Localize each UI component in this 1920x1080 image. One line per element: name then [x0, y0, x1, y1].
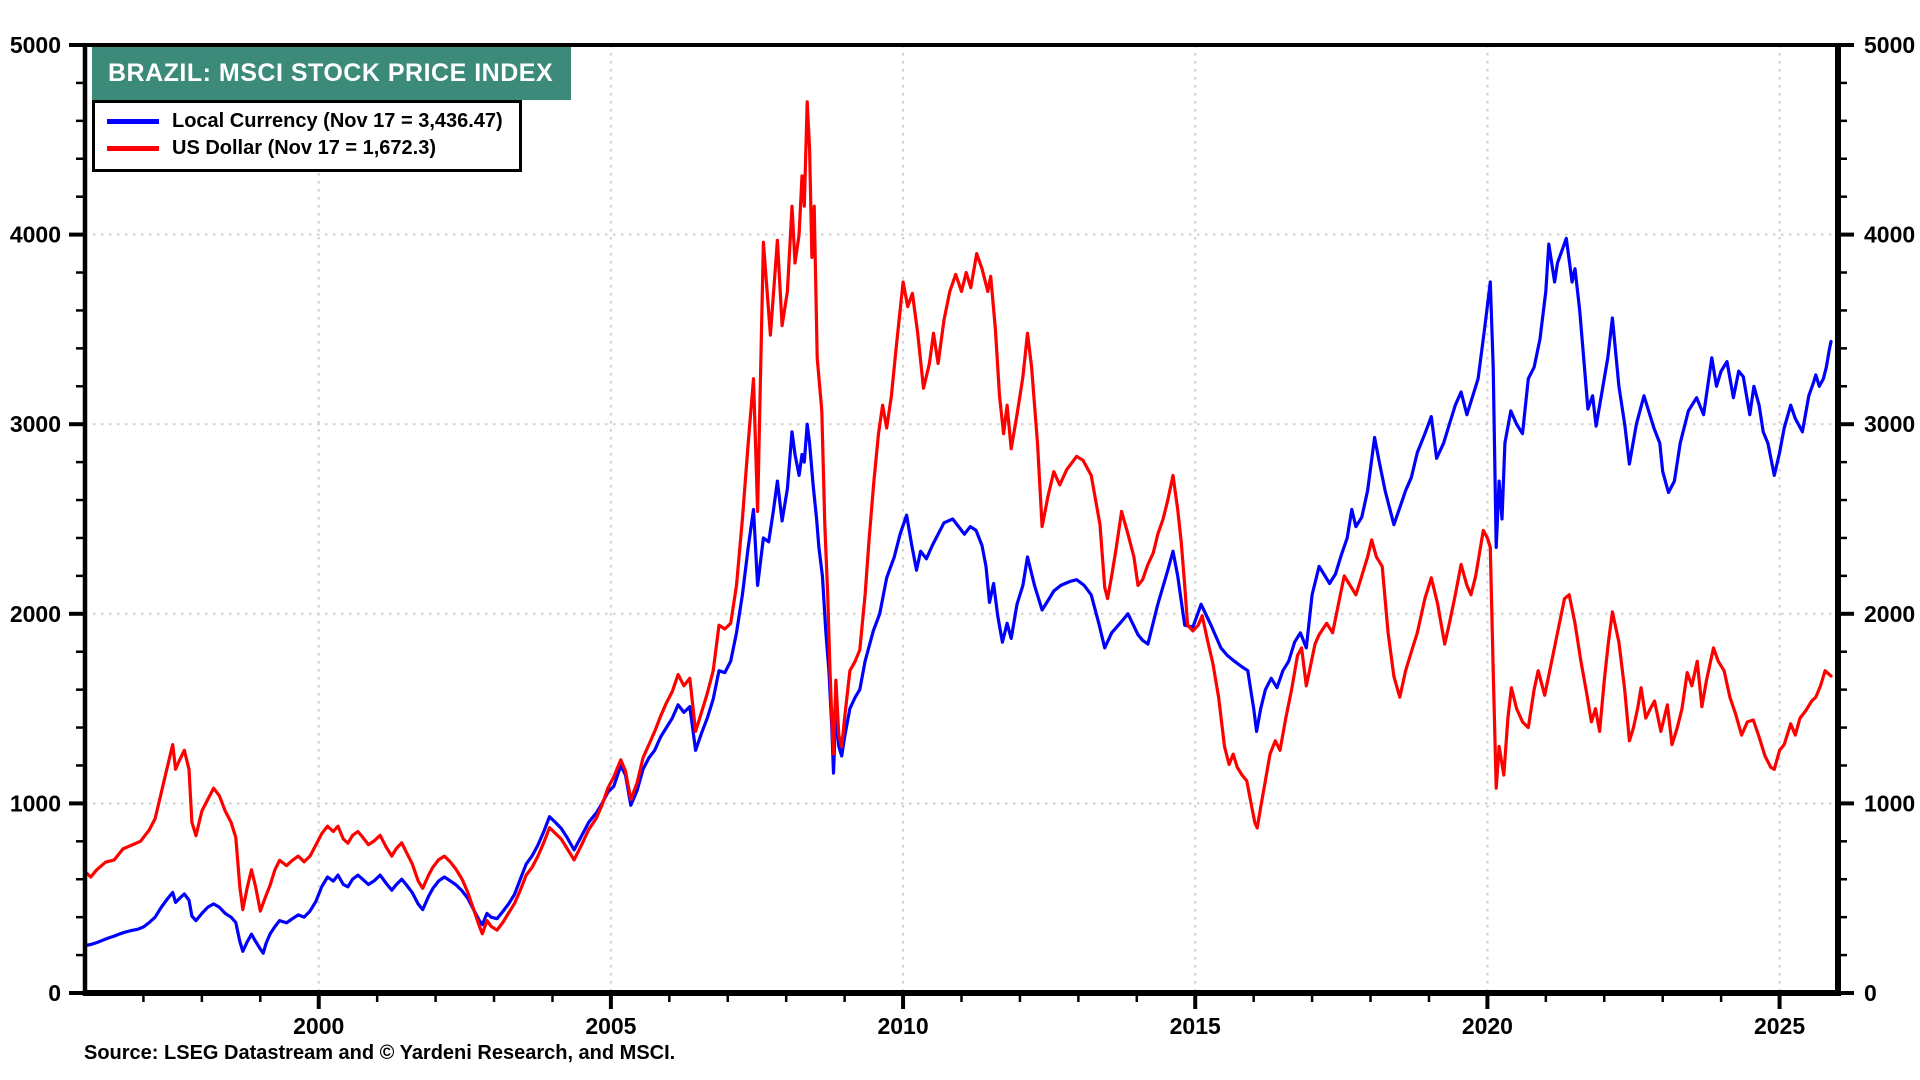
legend-label-us-dollar: US Dollar (Nov 17 = 1,672.3) [172, 137, 437, 159]
us-dollar-line-swatch [107, 146, 159, 151]
local-currency-line-swatch [107, 119, 159, 124]
x-axis-label-2025: 2025 [1754, 1013, 1805, 1039]
x-axis-label-2020: 2020 [1462, 1013, 1513, 1039]
legend-item-us-dollar: US Dollar (Nov 17 = 1,672.3) [107, 135, 503, 162]
y-axis-label-left-4000: 4000 [10, 222, 61, 248]
y-axis-label-right-2000: 2000 [1864, 601, 1915, 627]
y-axis-label-right-1000: 1000 [1864, 790, 1915, 816]
x-axis-label-2010: 2010 [877, 1013, 928, 1039]
y-axis-label-right-0: 0 [1864, 980, 1877, 1006]
y-axis-label-right-4000: 4000 [1864, 222, 1915, 248]
x-axis-label-2015: 2015 [1170, 1013, 1221, 1039]
source-note: Source: LSEG Datastream and © Yardeni Re… [84, 1042, 676, 1064]
y-axis-label-left-0: 0 [48, 980, 61, 1006]
y-axis-label-left-5000: 5000 [10, 32, 61, 58]
x-axis-label-2005: 2005 [585, 1013, 636, 1039]
y-axis-label-left-3000: 3000 [10, 411, 61, 437]
x-axis-label-2000: 2000 [293, 1013, 344, 1039]
series-line-us-dollar [83, 100, 1833, 936]
y-axis-label-right-5000: 5000 [1864, 32, 1915, 58]
legend-item-local-currency: Local Currency (Nov 17 = 3,436.47) [107, 108, 503, 135]
y-axis-label-left-2000: 2000 [10, 601, 61, 627]
series-line-local-currency [83, 236, 1833, 955]
legend-label-local-currency: Local Currency (Nov 17 = 3,436.47) [172, 110, 503, 132]
chart-title-box: BRAZIL: MSCI STOCK PRICE INDEX [92, 47, 572, 100]
chart-title: BRAZIL: MSCI STOCK PRICE INDEX [108, 59, 554, 87]
y-axis-label-left-1000: 1000 [10, 790, 61, 816]
y-axis-label-right-3000: 3000 [1864, 411, 1915, 437]
legend: Local Currency (Nov 17 = 3,436.47) US Do… [92, 100, 522, 172]
